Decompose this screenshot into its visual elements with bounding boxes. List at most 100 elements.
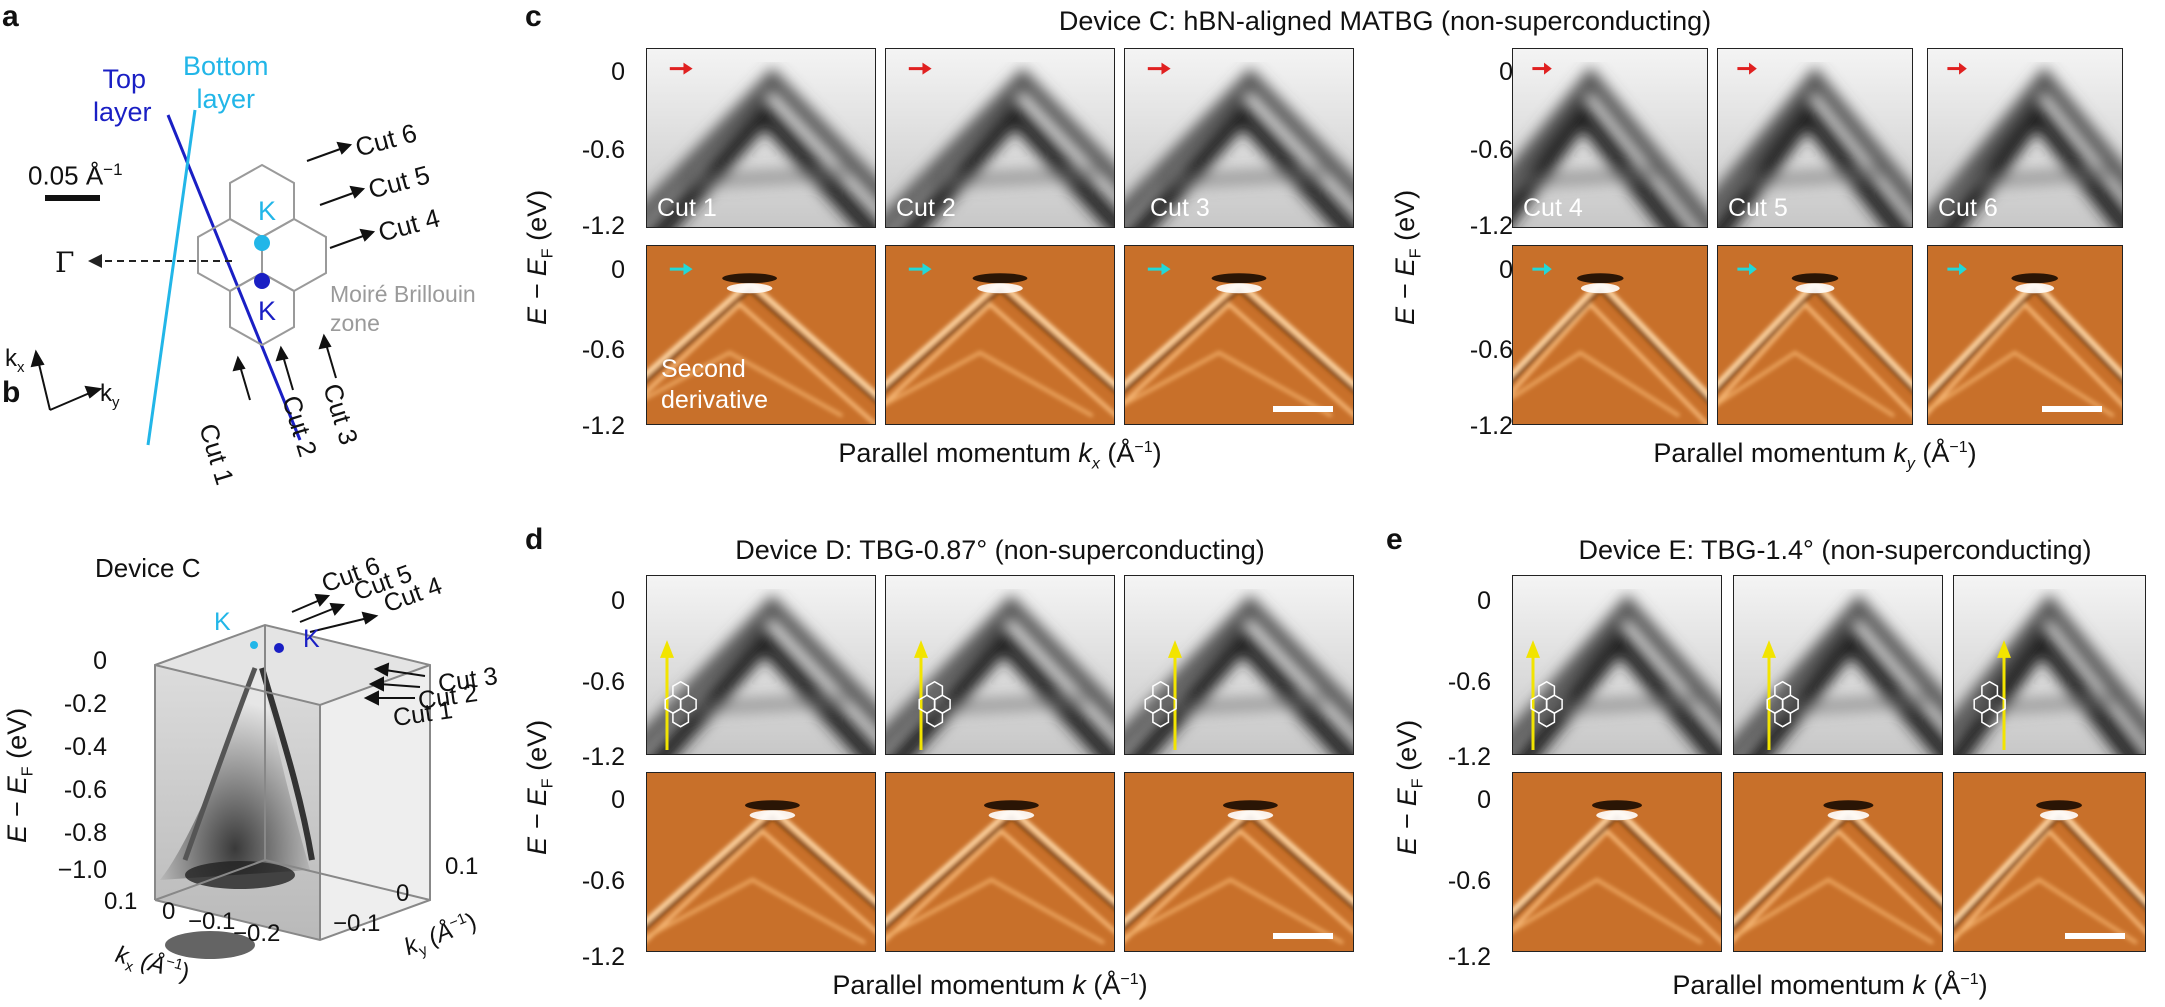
spectrum-image	[1513, 773, 1721, 951]
cut2-label: Cut 2	[896, 194, 956, 222]
spectrum-image	[1125, 49, 1353, 227]
c-cut1-second-derivative: Second derivative	[646, 245, 876, 425]
c-ylabel-right: E − EF (eV)	[1390, 189, 1425, 325]
c-ytick: -1.2	[581, 212, 625, 240]
c-ytick: -0.6	[1469, 136, 1513, 164]
d-ytick: -0.6	[581, 867, 625, 895]
e-ytick: -1.2	[1447, 943, 1491, 971]
spectrum-image	[1734, 773, 1942, 951]
d-second-derivative-2	[885, 772, 1115, 952]
spectrum-image	[1125, 773, 1353, 951]
k-label-bottom: K	[258, 196, 277, 226]
spectrum-image	[1928, 49, 2122, 227]
c-cut4-second-derivative	[1512, 245, 1708, 425]
cut5-label: Cut 5	[1728, 194, 1788, 222]
b-ytick: -0.6	[63, 776, 107, 804]
b-ytick: 0	[93, 647, 107, 675]
d-ytick: -1.2	[581, 943, 625, 971]
c-ytick: -1.2	[1469, 412, 1513, 440]
e-ytick: -1.2	[1447, 743, 1491, 771]
c-cut4-spectrum: Cut 4	[1512, 48, 1708, 228]
bottom-layer-line	[146, 109, 197, 446]
e-second-derivative-2	[1733, 772, 1943, 952]
c-ytick: -0.6	[581, 136, 625, 164]
e-spectrum-1	[1512, 575, 1722, 755]
top-layer-line	[166, 114, 302, 441]
spectrum-image	[1928, 246, 2122, 424]
spectrum-image	[886, 773, 1114, 951]
e-spectrum-2	[1733, 575, 1943, 755]
c-cut2-second-derivative	[885, 245, 1115, 425]
d-ytick: -1.2	[581, 743, 625, 771]
d-spectrum-3	[1124, 575, 1354, 755]
spectrum-image	[1513, 49, 1707, 227]
c-cut6-spectrum: Cut 6	[1927, 48, 2123, 228]
k-point-bottom-layer	[254, 235, 270, 251]
e-ytick: -0.6	[1447, 668, 1491, 696]
d-ytick: -0.6	[581, 668, 625, 696]
top-layer-label: Top layer	[93, 64, 152, 127]
c-cut2-spectrum: Cut 2	[885, 48, 1115, 228]
b-ytick: -0.4	[63, 733, 107, 761]
panel-b-title: Device C	[95, 553, 201, 583]
d-spectrum-1	[646, 575, 876, 755]
cut6-label: Cut 6	[1938, 194, 1998, 222]
spectrum-image	[1513, 246, 1707, 424]
panel-label-e: e	[1386, 523, 1403, 556]
b-kx-tick: 0	[162, 898, 176, 925]
e-xlabel: Parallel momentum k (Å−1)	[1672, 970, 1988, 1000]
c-ylabel-left: E − EF (eV)	[522, 189, 557, 325]
c-xlabel-right: Parallel momentum ky (Å−1)	[1653, 438, 1977, 473]
spectrum-image	[1125, 246, 1353, 424]
spectrum-image	[1734, 576, 1942, 754]
b-ytick: -0.8	[63, 819, 107, 847]
cut1-label: Cut 1	[657, 194, 717, 222]
e-spectrum-3	[1953, 575, 2146, 755]
spectrum-image	[1954, 773, 2145, 951]
ky-axis-label-a: ky	[100, 380, 120, 411]
c-ytick: -0.6	[1469, 336, 1513, 364]
panel-label-c: c	[525, 0, 542, 33]
k-label-right-b: K	[303, 625, 320, 653]
e-ytick: 0	[1477, 786, 1491, 814]
e-ytick: 0	[1477, 587, 1491, 615]
panel-b-3d-plot	[154, 593, 431, 959]
spectrum-image	[886, 246, 1114, 424]
spectrum-image	[886, 49, 1114, 227]
b-kx-tick: −0.1	[188, 908, 236, 935]
c-cut5-second-derivative	[1717, 245, 1913, 425]
c-ytick: -1.2	[1469, 212, 1513, 240]
k-label-top: K	[258, 296, 277, 326]
d-xlabel: Parallel momentum k (Å−1)	[832, 970, 1148, 1000]
c-cut5-spectrum: Cut 5	[1717, 48, 1913, 228]
panel-label-b: b	[2, 376, 21, 409]
gamma-label: Γ	[55, 246, 75, 279]
b-ky-tick: −0.1	[333, 910, 381, 937]
panel-label-a: a	[2, 0, 19, 33]
b-kx-tick: 0.1	[104, 888, 138, 915]
c-ytick: 0	[1499, 256, 1513, 284]
c-ytick: -0.6	[581, 336, 625, 364]
spectrum-image	[647, 773, 875, 951]
c-ytick: 0	[1499, 58, 1513, 86]
spectrum-image	[1718, 246, 1912, 424]
d-ylabel: E − EF (eV)	[522, 719, 557, 855]
d-ytick: 0	[611, 587, 625, 615]
c-cut1-spectrum: Cut 1	[646, 48, 876, 228]
bottom-layer-label: Bottom layer	[183, 51, 269, 114]
k-label-left-b: K	[214, 608, 231, 636]
cut3-label: Cut 3	[1150, 194, 1210, 222]
c-cut3-spectrum: Cut 3	[1124, 48, 1354, 228]
d-spectrum-2	[885, 575, 1115, 755]
cut4-label: Cut 4	[1523, 194, 1583, 222]
kx-axis-label-a: kx	[5, 345, 25, 376]
b-ytick: -0.2	[63, 690, 107, 718]
gamma-arrow	[88, 254, 102, 268]
moire-bz-label: Moiré Brillouin zone	[330, 281, 476, 336]
b-ky-tick: 0.1	[445, 853, 479, 880]
panel-c-title: Device C: hBN-aligned MATBG (non-superco…	[1058, 6, 1712, 36]
c-xlabel-left: Parallel momentum kx (Å−1)	[838, 438, 1162, 473]
spectrum-image	[1125, 576, 1353, 754]
k-point-top-layer	[254, 273, 270, 289]
panel-label-d: d	[525, 523, 544, 556]
